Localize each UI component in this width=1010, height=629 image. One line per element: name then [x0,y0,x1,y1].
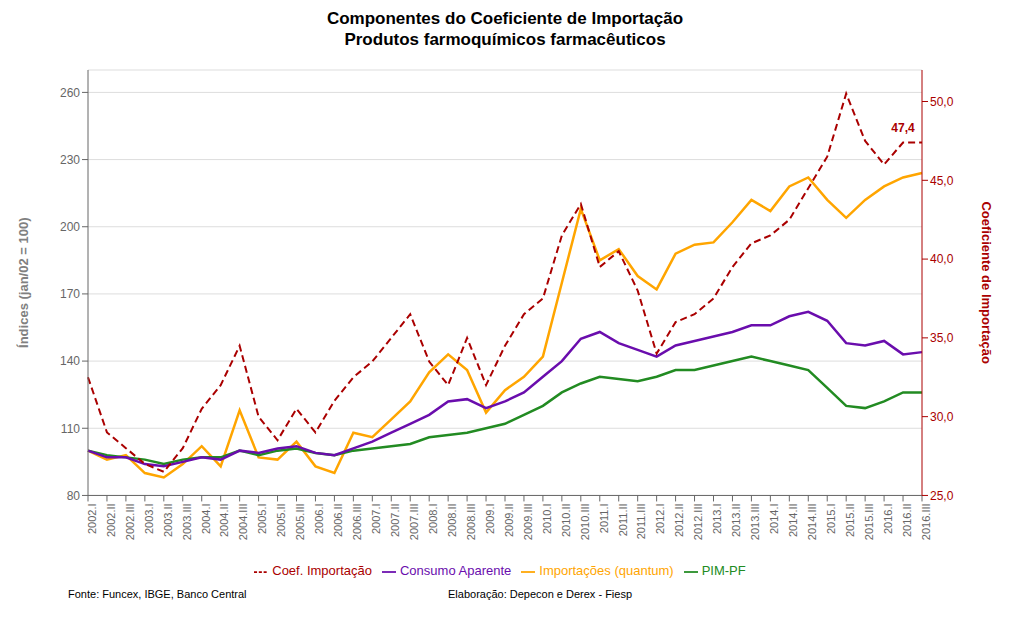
svg-text:2004.III: 2004.III [237,503,249,540]
svg-text:140: 140 [60,354,80,368]
svg-text:40,0: 40,0 [930,252,954,266]
svg-text:2008.II: 2008.II [446,503,458,537]
svg-text:200: 200 [60,220,80,234]
svg-text:2015.III: 2015.III [863,503,875,540]
svg-text:2009.I: 2009.I [484,503,496,534]
svg-text:2003.III: 2003.III [181,503,193,540]
svg-text:2012.I: 2012.I [654,503,666,534]
svg-text:2006.I: 2006.I [313,503,325,534]
html-text:Elaboração: Depecon e Derex -: Elaboração: Depecon e Derex - Fiesp [448,588,632,600]
svg-text:Coeficiente de Importação: Coeficiente de Importação [979,201,994,364]
svg-text:2007.II: 2007.II [389,503,401,537]
svg-text:2014.III: 2014.III [806,503,818,540]
svg-text:2010.III: 2010.III [579,503,591,540]
svg-text:2004.I: 2004.I [200,503,212,534]
svg-text:2007.III: 2007.III [408,503,420,540]
svg-text:2006.II: 2006.II [332,503,344,537]
svg-text:2014.I: 2014.I [768,503,780,534]
svg-text:230: 230 [60,153,80,167]
svg-text:2012.III: 2012.III [692,503,704,540]
svg-text:110: 110 [61,422,80,436]
svg-text:2008.I: 2008.I [427,503,439,534]
svg-text:2010.II: 2010.II [560,503,572,537]
svg-text:2015.I: 2015.I [825,503,837,534]
html-text:Produtos farmoquímicos farmacê: Produtos farmoquímicos farmacêuticos [344,30,666,49]
svg-text:50,0: 50,0 [930,95,954,109]
svg-text:45,0: 45,0 [930,174,954,188]
svg-text:80: 80 [67,489,81,503]
html-text:Fonte: Funcex, IBGE, Banco Cen: Fonte: Funcex, IBGE, Banco Central [68,588,247,600]
svg-text:2003.II: 2003.II [162,503,174,537]
svg-text:2011.I: 2011.I [598,503,610,533]
svg-text:2009.III: 2009.III [522,503,534,540]
svg-text:2011.II: 2011.II [617,503,629,536]
svg-text:170: 170 [60,287,80,301]
svg-text:2003.I: 2003.I [143,503,155,534]
svg-text:2002.II: 2002.II [105,503,117,537]
svg-text:30,0: 30,0 [930,410,954,424]
svg-text:2002.I: 2002.I [86,503,98,534]
svg-text:2007.I: 2007.I [370,503,382,534]
svg-text:2009.II: 2009.II [503,503,515,537]
html-text:Coef. Importação: Coef. Importação [272,563,372,579]
html-text:PIM-PF: PIM-PF [701,563,746,579]
svg-text:2014.II: 2014.II [787,503,799,537]
svg-text:2006.III: 2006.III [351,503,363,540]
svg-text:2011.III: 2011.III [635,503,647,539]
svg-text:25,0: 25,0 [930,489,954,503]
svg-text:2016.I: 2016.I [882,503,894,534]
svg-text:2016.III: 2016.III [920,503,932,540]
svg-text:2005.II: 2005.II [275,503,287,537]
svg-text:2013.I: 2013.I [711,503,723,534]
svg-text:2015.II: 2015.II [844,503,856,537]
svg-text:35,0: 35,0 [930,331,954,345]
svg-text:2010.I: 2010.I [541,503,553,534]
svg-text:Índices (jan/02 = 100): Índices (jan/02 = 100) [16,218,31,348]
svg-text:2008.III: 2008.III [465,503,477,540]
svg-text:2004.II: 2004.II [218,503,230,537]
svg-text:2005.III: 2005.III [294,503,306,540]
svg-text:260: 260 [60,86,80,100]
html-text:Importações (quantum): Importações (quantum) [539,563,674,579]
svg-text:2005.I: 2005.I [256,503,268,534]
svg-text:2013.III: 2013.III [749,503,761,540]
svg-text:47,4: 47,4 [891,121,915,135]
svg-text:2016.II: 2016.II [901,503,913,537]
svg-text:2013.II: 2013.II [730,503,742,537]
svg-text:2002.III: 2002.III [124,503,136,540]
html-text:Componentes do Coeficiente de: Componentes do Coeficiente de Importação [326,9,683,28]
html-text:Consumo Aparente: Consumo Aparente [400,563,512,579]
svg-text:2012.II: 2012.II [673,503,685,537]
